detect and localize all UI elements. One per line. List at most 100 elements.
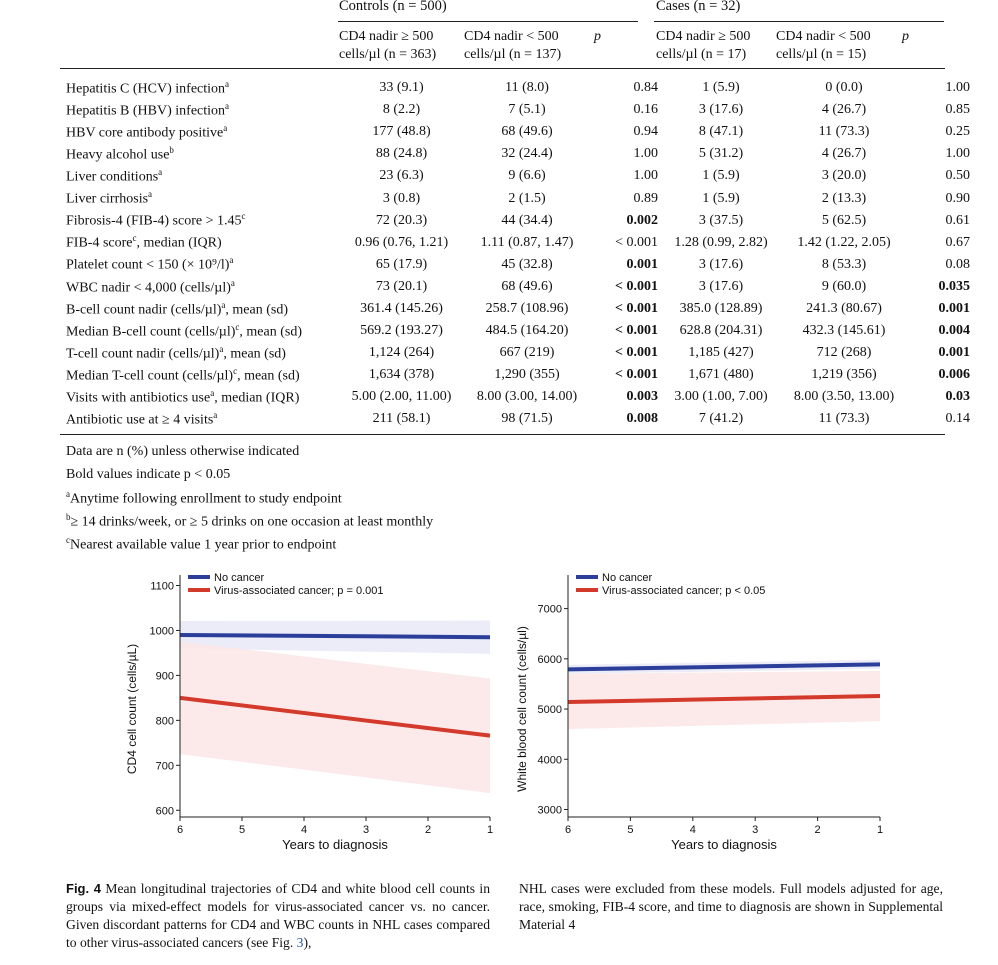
x-tick-label: 1 bbox=[877, 824, 883, 836]
subheader-cases-p: p bbox=[902, 29, 909, 44]
cell-c3: 385.0 (128.89) bbox=[679, 300, 763, 316]
cell-c3: 628.8 (204.31) bbox=[679, 323, 763, 339]
cell-c1: 65 (17.9) bbox=[375, 256, 428, 272]
note-a: aAnytime following enrollment to study e… bbox=[66, 489, 342, 507]
cell-c4: 4 (26.7) bbox=[821, 102, 867, 118]
x-tick-label: 2 bbox=[815, 824, 821, 836]
wbc-trajectory-chart: 3000 4000 5000 6000 7000 6 5 4 3 2 1 Years to diagn… bbox=[515, 572, 883, 852]
cell-c4: 2 (13.3) bbox=[821, 190, 867, 206]
cell-c4: 8 (53.3) bbox=[821, 256, 867, 272]
cell-c1: 3 (0.8) bbox=[382, 190, 421, 206]
characteristics-table: Hepatitis C (HCV) infectiona 33 (9.1) 11 (… bbox=[60, 77, 974, 431]
cell-c3: 1.28 (0.99, 2.82) bbox=[674, 234, 768, 250]
cell-p2: 0.035 bbox=[938, 278, 971, 294]
row-label: Antibiotic use at ≥ 4 visitsa bbox=[66, 410, 218, 428]
x-tick-label: 1 bbox=[487, 824, 493, 836]
cell-c3: 5 (31.2) bbox=[698, 146, 744, 162]
y-axis-label: CD4 cell count (cells/µL) bbox=[125, 644, 139, 774]
cases-group-header: Cases (n = 32) bbox=[656, 0, 741, 14]
controls-group-header: Controls (n = 500) bbox=[339, 0, 447, 14]
cell-p1: 0.84 bbox=[633, 80, 659, 96]
cell-c4: 1,219 (356) bbox=[811, 367, 877, 383]
row-label: Visits with antibiotics usea, median (IQ… bbox=[66, 388, 300, 406]
cell-c3: 3 (17.6) bbox=[698, 102, 744, 118]
cell-p2: 1.00 bbox=[945, 146, 971, 162]
subheader-cases-high: CD4 nadir ≥ 500 cells/µl (n = 17) bbox=[656, 29, 751, 62]
cell-c1: 1,124 (264) bbox=[368, 345, 435, 361]
cell-c1: 361.4 (145.26) bbox=[360, 300, 443, 316]
table-row: Liver conditionsa 23 (6.3) 9 (6.6) 1.00 1 (5… bbox=[60, 165, 974, 187]
cell-p1: < 0.001 bbox=[615, 345, 658, 361]
y-tick-label: 6000 bbox=[538, 654, 562, 666]
cell-c1: 72 (20.3) bbox=[375, 212, 428, 228]
cell-c2: 667 (219) bbox=[499, 345, 555, 361]
table-row: Median T-cell count (cells/µl)c, mean (s… bbox=[60, 364, 974, 386]
row-label: HBV core antibody positivea bbox=[66, 122, 228, 141]
x-tick-label: 6 bbox=[565, 824, 571, 836]
cell-c3: 7 (41.2) bbox=[698, 411, 744, 427]
cell-p1: 1.00 bbox=[633, 168, 659, 184]
cell-c3: 1,185 (427) bbox=[688, 345, 754, 361]
cell-c4: 5 (62.5) bbox=[821, 212, 867, 228]
cell-p2: 1.00 bbox=[945, 80, 971, 96]
series-line-0 bbox=[567, 662, 881, 672]
y-axis-label: White blood cell count (cells/µl) bbox=[515, 626, 529, 792]
cell-p2: 0.50 bbox=[945, 168, 971, 184]
cell-c2: 9 (6.6) bbox=[508, 168, 546, 184]
cell-c4: 0 (0.0) bbox=[825, 80, 863, 96]
subheader-controls-high: CD4 nadir ≥ 500 cells/µl (n = 363) bbox=[339, 29, 437, 62]
table-row: T-cell count nadir (cells/µl)a, mean (sd… bbox=[60, 342, 974, 364]
cell-p2: 0.67 bbox=[945, 234, 971, 250]
table-bottom-rule bbox=[60, 434, 945, 435]
row-label: Fibrosis-4 (FIB-4) score > 1.45c bbox=[66, 211, 246, 229]
cases-header-rule bbox=[654, 21, 944, 22]
table-row: Visits with antibiotics usea, median (IQ… bbox=[60, 386, 974, 408]
table-row: WBC nadir < 4,000 (cells/µl)a 73 (20.1) 68… bbox=[60, 276, 974, 298]
row-label: WBC nadir < 4,000 (cells/µl)a bbox=[66, 277, 235, 296]
cell-p2: 0.006 bbox=[938, 367, 971, 383]
cell-c4: 11 (73.3) bbox=[818, 124, 870, 140]
row-label: Median T-cell count (cells/µl)c, mean (s… bbox=[66, 365, 300, 384]
fig-3-reference-link[interactable]: 3 bbox=[296, 935, 304, 950]
x-tick-label: 4 bbox=[301, 824, 307, 836]
legend-label-1: Virus-associated cancer; p < 0.05 bbox=[602, 585, 765, 597]
table-row: Antibiotic use at ≥ 4 visitsa 211 (58.1) 9… bbox=[60, 408, 974, 430]
x-axis-label: Years to diagnosis bbox=[282, 837, 388, 852]
cell-c4: 1.42 (1.22, 2.05) bbox=[797, 234, 891, 250]
y-tick-label: 800 bbox=[156, 715, 174, 727]
y-tick-label: 7000 bbox=[538, 604, 562, 616]
cell-p1: 0.001 bbox=[626, 256, 659, 272]
cell-c1: 73 (20.1) bbox=[375, 278, 428, 294]
table-row: Median B-cell count (cells/µl)c, mean (s… bbox=[60, 320, 974, 342]
series-line-1 bbox=[567, 693, 881, 705]
cell-c4: 8.00 (3.50, 13.00) bbox=[793, 389, 895, 405]
subheader-controls-low: CD4 nadir < 500 cells/µl (n = 137) bbox=[464, 29, 562, 62]
cell-p1: 0.008 bbox=[626, 411, 659, 427]
cell-c3: 1 (5.9) bbox=[702, 80, 740, 96]
cell-c1: 88 (24.8) bbox=[375, 146, 428, 162]
row-label: T-cell count nadir (cells/µl)a, mean (sd… bbox=[66, 343, 286, 362]
cell-p2: 0.14 bbox=[945, 411, 971, 427]
y-tick-label: 1000 bbox=[150, 625, 174, 637]
cell-p1: 0.89 bbox=[633, 190, 659, 206]
cell-c2: 1.11 (0.87, 1.47) bbox=[480, 234, 574, 250]
cell-c2: 68 (49.6) bbox=[501, 278, 553, 294]
x-tick-label: 5 bbox=[239, 824, 245, 836]
cd4-trajectory-chart: 600 700 800 900 1000 1100 6 5 4 3 2 1 Years to diagn… bbox=[125, 572, 493, 852]
table-row: Liver cirrhosisa 3 (0.8) 2 (1.5) 0.89 1 (5.9… bbox=[60, 187, 974, 209]
row-label: Median B-cell count (cells/µl)c, mean (s… bbox=[66, 321, 302, 340]
table-row: FIB-4 scorec, median (IQR) 0.96 (0.76, 1.… bbox=[60, 232, 974, 254]
cell-p2: 0.004 bbox=[938, 323, 971, 339]
cell-p2: 0.03 bbox=[945, 389, 971, 405]
cell-c1: 211 (58.1) bbox=[372, 411, 431, 427]
cell-c2: 258.7 (108.96) bbox=[485, 300, 569, 316]
note-b: b≥ 14 drinks/week, or ≥ 5 drinks on one … bbox=[66, 512, 434, 530]
y-tick-label: 4000 bbox=[538, 754, 562, 766]
cell-c2: 45 (32.8) bbox=[501, 256, 553, 272]
cell-p1: 0.003 bbox=[626, 389, 659, 405]
cell-c2: 32 (24.4) bbox=[501, 146, 553, 162]
cell-c3: 3 (37.5) bbox=[698, 212, 744, 228]
cell-c2: 11 (8.0) bbox=[505, 80, 549, 96]
cell-c2: 2 (1.5) bbox=[508, 190, 546, 206]
cell-c2: 98 (71.5) bbox=[501, 411, 553, 427]
